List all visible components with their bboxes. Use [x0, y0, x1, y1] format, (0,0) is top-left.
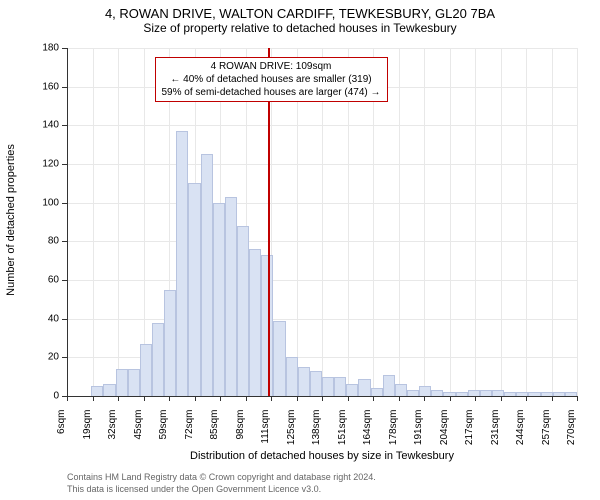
xtick-label: 257sqm [541, 410, 552, 450]
histogram-bar [419, 386, 431, 396]
xtick-label: 111sqm [260, 410, 271, 450]
plot-area: 0204060801001201401601806sqm19sqm32sqm45… [67, 48, 577, 396]
annotation-line-2: ← 40% of detached houses are smaller (31… [162, 73, 381, 86]
xtick-label: 32sqm [107, 410, 118, 450]
annotation-box: 4 ROWAN DRIVE: 109sqm← 40% of detached h… [155, 57, 388, 102]
xtick-label: 85sqm [209, 410, 220, 450]
xtick-label: 217sqm [464, 410, 475, 450]
xtick-label: 72sqm [184, 410, 195, 450]
xtick-label: 138sqm [311, 410, 322, 450]
histogram-bar [310, 371, 322, 396]
xtick-label: 244sqm [515, 410, 526, 450]
histogram-bar [286, 357, 298, 396]
xtick-label: 270sqm [566, 410, 577, 450]
ytick-label: 20 [48, 352, 59, 363]
footer-text: Contains HM Land Registry data © Crown c… [67, 472, 376, 495]
annotation-line-3: 59% of semi-detached houses are larger (… [162, 86, 381, 99]
ytick-label: 80 [48, 236, 59, 247]
gridline-v [93, 48, 94, 396]
gridline-v [450, 48, 451, 396]
xtick-label: 191sqm [413, 410, 424, 450]
histogram-bar [152, 323, 164, 396]
histogram-bar [358, 379, 370, 396]
histogram-bar [371, 388, 383, 396]
histogram-bar [298, 367, 310, 396]
annotation-line-1: 4 ROWAN DRIVE: 109sqm [162, 60, 381, 73]
ytick-label: 160 [42, 81, 59, 92]
histogram-bar [188, 183, 200, 396]
chart-title: 4, ROWAN DRIVE, WALTON CARDIFF, TEWKESBU… [0, 0, 600, 21]
ytick-label: 0 [53, 391, 59, 402]
chart-container: { "title1": "4, ROWAN DRIVE, WALTON CARD… [0, 0, 600, 500]
ytick-label: 120 [42, 159, 59, 170]
ytick-label: 180 [42, 43, 59, 54]
y-axis-line [67, 48, 68, 396]
xtick-label: 19sqm [82, 410, 93, 450]
histogram-bar [383, 375, 395, 396]
footer-line-1: Contains HM Land Registry data © Crown c… [67, 472, 376, 484]
histogram-bar [273, 321, 285, 396]
histogram-bar [322, 377, 334, 396]
gridline-v [424, 48, 425, 396]
histogram-bar [395, 384, 407, 396]
x-axis-label: Distribution of detached houses by size … [67, 450, 577, 462]
xtick-label: 164sqm [362, 410, 373, 450]
xtick-label: 204sqm [439, 410, 450, 450]
xtick-mark [577, 396, 578, 401]
histogram-bar [103, 384, 115, 396]
histogram-bar [164, 290, 176, 396]
histogram-bar [116, 369, 128, 396]
histogram-bar [213, 203, 225, 396]
histogram-bar [225, 197, 237, 396]
gridline-v [399, 48, 400, 396]
footer-line-2: This data is licensed under the Open Gov… [67, 484, 376, 496]
xtick-label: 151sqm [337, 410, 348, 450]
xtick-label: 231sqm [490, 410, 501, 450]
gridline-v [475, 48, 476, 396]
ytick-label: 140 [42, 120, 59, 131]
ytick-label: 100 [42, 197, 59, 208]
histogram-bar [261, 255, 273, 396]
histogram-bar [346, 384, 358, 396]
ytick-label: 60 [48, 275, 59, 286]
xtick-label: 6sqm [56, 410, 67, 450]
gridline-v [552, 48, 553, 396]
gridline-v [501, 48, 502, 396]
xtick-label: 59sqm [158, 410, 169, 450]
histogram-bar [91, 386, 103, 396]
gridline-v [577, 48, 578, 396]
x-axis-line [67, 396, 577, 397]
xtick-label: 125sqm [286, 410, 297, 450]
xtick-label: 178sqm [388, 410, 399, 450]
histogram-bar [249, 249, 261, 396]
histogram-bar [176, 131, 188, 396]
histogram-bar [140, 344, 152, 396]
y-axis-label: Number of detached properties [5, 46, 17, 394]
xtick-label: 98sqm [235, 410, 246, 450]
histogram-bar [237, 226, 249, 396]
histogram-bar [334, 377, 346, 396]
gridline-v [118, 48, 119, 396]
histogram-bar [201, 154, 213, 396]
xtick-label: 45sqm [133, 410, 144, 450]
histogram-bar [128, 369, 140, 396]
ytick-label: 40 [48, 313, 59, 324]
gridline-v [526, 48, 527, 396]
chart-subtitle: Size of property relative to detached ho… [0, 21, 600, 35]
